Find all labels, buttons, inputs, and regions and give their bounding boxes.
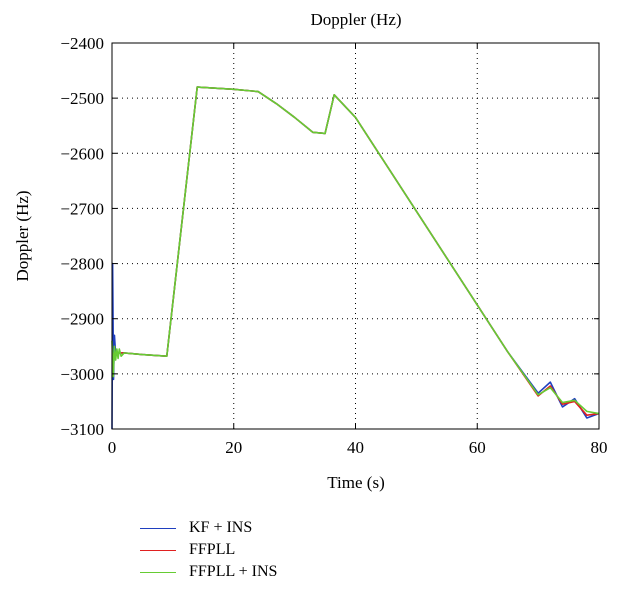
doppler-chart: Doppler (Hz) 0 20 40 60 80 −2400−2500−2600−2… (13, 10, 608, 492)
y-tick-label-7: −3100 (60, 420, 104, 439)
series-line-1 (111, 86, 600, 417)
x-axis-label: Time (s) (327, 473, 384, 492)
y-tick-label-4: −2800 (60, 255, 104, 274)
y-tick-label-5: −2900 (60, 310, 104, 329)
x-tick-label-3: 60 (469, 438, 486, 457)
x-tick-label-4: 80 (591, 438, 608, 457)
y-axis-label: Doppler (Hz) (13, 190, 32, 281)
legend-item-1: FFPLL (140, 539, 277, 561)
chart-title: Doppler (Hz) (310, 10, 401, 29)
x-tick-label-0: 0 (108, 438, 117, 457)
legend-label-1: FFPLL (189, 541, 236, 558)
y-tick-label-1: −2500 (60, 89, 104, 108)
axis-ticks (111, 42, 600, 430)
x-tick-labels: 0 20 40 60 80 (108, 438, 608, 457)
y-tick-label-3: −2700 (60, 199, 104, 218)
y-tick-label-6: −3000 (60, 365, 104, 384)
x-tick-label-2: 40 (347, 438, 364, 457)
legend: KF + INS FFPLL FFPLL + INS (140, 517, 277, 583)
legend-swatch-0 (140, 527, 176, 529)
legend-label-2: FFPLL + INS (189, 563, 278, 580)
series-line-2 (111, 86, 600, 415)
legend-item-2: FFPLL + INS (140, 561, 277, 583)
x-tick-label-1: 20 (225, 438, 242, 457)
legend-swatch-1 (140, 549, 176, 551)
plot-frame (111, 42, 600, 430)
y-tick-label-2: −2600 (60, 144, 104, 163)
y-tick-labels: −2400 −2500 −2600 −2700 −2800 −2900 −3000 −3100 (60, 34, 104, 439)
grid-lines (112, 43, 599, 429)
legend-swatch-2 (140, 571, 176, 573)
legend-label-0: KF + INS (189, 519, 253, 536)
legend-item-0: KF + INS (140, 517, 277, 539)
y-tick-label-0: −2400 (60, 34, 104, 53)
plot-area (111, 86, 600, 430)
